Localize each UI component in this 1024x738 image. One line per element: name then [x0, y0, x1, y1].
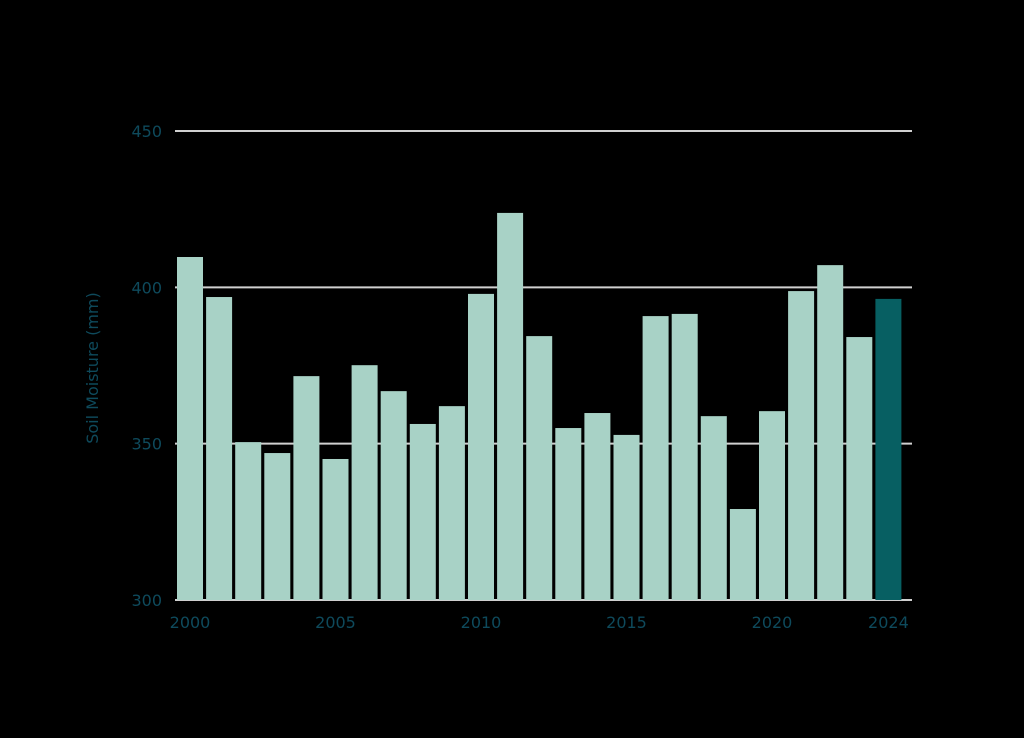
x-tick-label: 2005	[315, 613, 356, 632]
bar: 2022: 407.1	[817, 265, 844, 600]
bar: 2001: 396.9	[206, 297, 233, 600]
y-axis-title: Soil Moisture (mm)	[83, 292, 102, 444]
x-tick-label: 2024	[868, 613, 909, 632]
bar: 2007: 366.8	[380, 391, 407, 600]
bar: 2016: 390.8	[642, 316, 669, 600]
y-tick-label: 350	[131, 435, 162, 454]
bar: 2010: 397.9	[468, 293, 494, 600]
bar: 2023: 384.1	[846, 337, 873, 600]
bar: 2006: 375.1	[351, 365, 378, 600]
y-tick-label: 450	[131, 122, 162, 141]
bar: 2012: 384.4	[526, 336, 553, 600]
x-tick-label: 2015	[606, 613, 647, 632]
bar: 2004: 371.6	[293, 376, 320, 600]
bar: 2018: 358.8	[700, 416, 727, 600]
x-axis-ticks: 2000 2005 2010 2015 2020 2024	[170, 613, 909, 632]
bar-highlight: 2024: 396.3	[875, 298, 902, 600]
x-tick-label: 2020	[752, 613, 793, 632]
bar: 2003: 347	[264, 453, 291, 600]
bar: 2014: 359.8	[584, 413, 611, 600]
bar: 2009: 362	[438, 406, 465, 600]
bar: 2008: 356.3	[409, 423, 436, 600]
bar: 2005: 345.1	[322, 458, 349, 600]
bar: 2021: 398.8	[788, 291, 815, 600]
x-tick-label: 2010	[461, 613, 502, 632]
bar: 2020: 360.4	[759, 411, 785, 600]
bar: 2015: 352.8	[613, 434, 640, 600]
bar: 2011: 423.8	[497, 212, 524, 600]
y-tick-label: 300	[131, 591, 162, 610]
bar: 2017: 391.5	[671, 313, 698, 600]
bar: 2019: 329.1	[729, 509, 756, 600]
bar: 2013: 355	[555, 428, 582, 600]
bar: 2002: 350.5	[235, 442, 262, 600]
bars: 2000: 409.72001: 396.92002: 350.52003: 3…	[177, 212, 902, 600]
bar: 2000: 409.7	[177, 257, 203, 600]
y-tick-label: 400	[131, 278, 162, 297]
x-tick-label: 2000	[170, 613, 211, 632]
y-axis-ticks: 300 350 400 450	[131, 122, 162, 610]
